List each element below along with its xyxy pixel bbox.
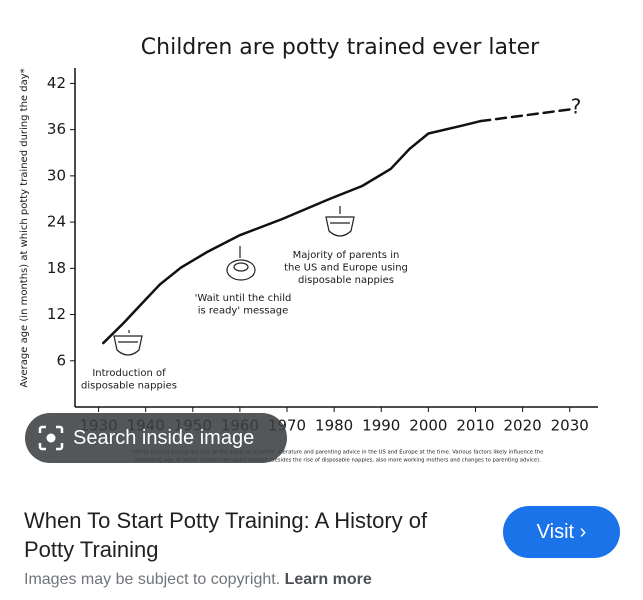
icons — [113, 206, 355, 356]
potty-icon-rim — [233, 262, 249, 272]
potty-icon — [226, 259, 256, 281]
nappy-icon — [325, 216, 355, 237]
annotation: 'Wait until the child — [195, 293, 292, 304]
y-tick-label: 42 — [47, 74, 66, 92]
y-tick-label: 24 — [47, 213, 66, 231]
x-tick-label: 2020 — [504, 417, 542, 435]
data-line — [478, 107, 576, 123]
annotation: Majority of parents in — [293, 250, 400, 261]
annotation: Introduction of — [92, 368, 166, 379]
chart-title: Children are potty trained ever later — [141, 35, 540, 60]
annotation-stem — [128, 206, 341, 333]
annotation: disposable nappies — [81, 381, 177, 392]
x-tick-label: 1990 — [362, 417, 400, 435]
y-tick-label: 18 — [47, 259, 66, 277]
annotation: disposable nappies — [298, 275, 394, 286]
annotation: is ready' message — [198, 306, 288, 317]
lens-label: Search inside image — [73, 426, 255, 449]
end-label: ? — [571, 95, 582, 119]
copyright-notice: Images may be subject to copyright. Lear… — [24, 571, 372, 589]
learn-more-link[interactable]: Learn more — [284, 571, 372, 588]
annotation: the US and Europe using — [284, 263, 408, 274]
chart: Children are potty trained ever later Av… — [19, 35, 598, 464]
footnote: increasing age at which children are pot… — [135, 458, 541, 464]
lens-icon — [38, 425, 64, 451]
y-axis-label: Average age (in months) at which potty t… — [19, 68, 30, 387]
nappy-icon — [113, 335, 143, 356]
notice-text: Images may be subject to copyright. — [24, 571, 281, 588]
footnote: *Potty trained during the day on the bas… — [133, 450, 544, 456]
x-tick-label: 2000 — [409, 417, 447, 435]
x-tick-label: 1980 — [315, 417, 353, 435]
visit-button[interactable]: Visit › — [503, 506, 620, 558]
y-tick-label: 36 — [47, 120, 66, 138]
x-tick-label: 2030 — [551, 417, 589, 435]
y-tick-label: 30 — [47, 166, 66, 184]
result-title[interactable]: When To Start Potty Training: A History … — [24, 508, 428, 562]
y-tick-label: 6 — [56, 351, 66, 369]
x-tick-label: 2010 — [456, 417, 494, 435]
data-line — [102, 119, 482, 345]
search-inside-image-button[interactable]: Search inside image — [25, 413, 287, 463]
y-tick-label: 12 — [47, 305, 66, 323]
